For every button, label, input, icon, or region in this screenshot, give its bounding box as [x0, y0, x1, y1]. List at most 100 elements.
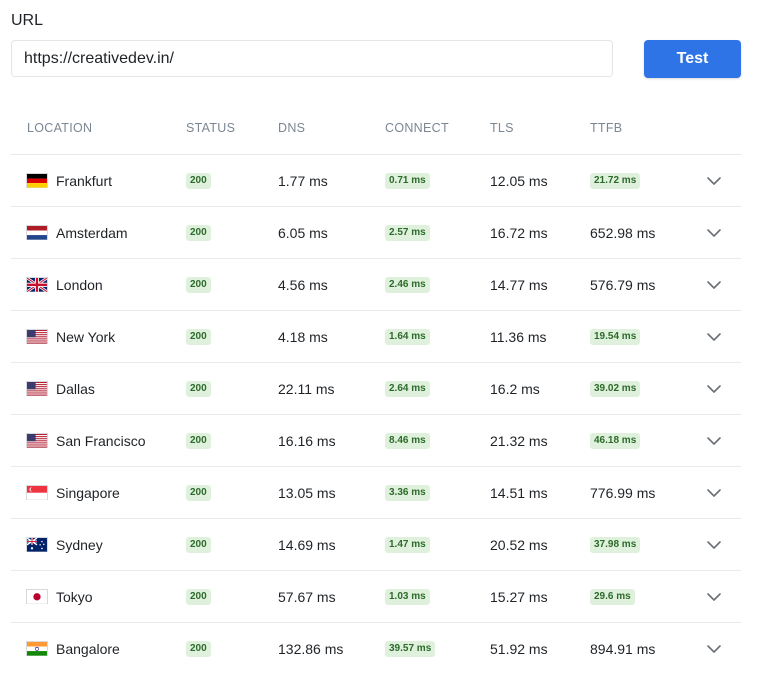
ttfb-value: 652.98 ms	[590, 224, 656, 241]
location-cell: Singapore	[26, 467, 120, 518]
expand-cell[interactable]	[704, 259, 724, 310]
usa-flag-icon	[26, 329, 48, 344]
tls-cell: 21.32 ms	[490, 415, 548, 466]
table-row[interactable]: Sydney 200 14.69 ms 1.47 ms 20.52 ms 37.98 ms	[11, 519, 741, 571]
ttfb-cell: 894.91 ms	[590, 623, 655, 674]
uk-flag-icon	[26, 276, 48, 293]
location-name: Singapore	[56, 484, 120, 501]
table-row[interactable]: Tokyo 200 57.67 ms 1.03 ms 15.27 ms 29.6 ms	[11, 571, 741, 623]
table-row[interactable]: Dallas 200 22.11 ms 2.64 ms 16.2 ms 39.02 ms	[11, 363, 741, 415]
table-row[interactable]: Amsterdam 200 6.05 ms 2.57 ms 16.72 ms 652.98…	[11, 207, 741, 259]
status-badge: 200	[186, 328, 211, 345]
status-cell: 200	[186, 571, 211, 622]
header-location: LOCATION	[27, 121, 93, 135]
chevron-down-icon[interactable]	[704, 587, 724, 607]
ttfb-cell: 776.99 ms	[590, 467, 655, 518]
chevron-down-icon[interactable]	[704, 171, 724, 191]
ttfb-value: 576.79 ms	[590, 276, 656, 293]
ttfb-value: 19.54 ms	[590, 328, 641, 345]
expand-cell[interactable]	[704, 571, 724, 622]
expand-cell[interactable]	[704, 467, 724, 518]
table-row[interactable]: New York 200 4.18 ms 1.64 ms 11.36 ms 19.54 m…	[11, 311, 741, 363]
header-tls: TLS	[490, 121, 514, 135]
dns-cell: 1.77 ms	[278, 155, 328, 206]
ttfb-cell: 39.02 ms	[590, 363, 641, 414]
ttfb-cell: 21.72 ms	[590, 155, 641, 206]
usa-flag-icon	[26, 433, 48, 448]
expand-cell[interactable]	[704, 519, 724, 570]
table-row[interactable]: San Francisco 200 16.16 ms 8.46 ms 21.32 ms 4…	[11, 415, 741, 467]
dns-value: 132.86 ms	[278, 640, 344, 657]
ttfb-value: 39.02 ms	[590, 380, 641, 397]
connect-cell: 1.64 ms	[385, 311, 430, 362]
url-label: URL	[11, 12, 44, 29]
connect-cell: 3.36 ms	[385, 467, 430, 518]
table-row[interactable]: Frankfurt 200 1.77 ms 0.71 ms 12.05 ms 21.72 …	[11, 155, 741, 207]
dns-value: 16.16 ms	[278, 432, 336, 449]
connect-cell: 8.46 ms	[385, 415, 430, 466]
chevron-down-icon[interactable]	[704, 379, 724, 399]
location-cell: London	[26, 259, 103, 310]
tls-value: 20.52 ms	[490, 536, 548, 553]
expand-cell[interactable]	[704, 311, 724, 362]
location-name: Amsterdam	[56, 224, 128, 241]
dns-cell: 4.18 ms	[278, 311, 328, 362]
connect-cell: 1.03 ms	[385, 571, 430, 622]
dns-cell: 4.56 ms	[278, 259, 328, 310]
chevron-down-icon[interactable]	[704, 275, 724, 295]
tls-cell: 14.77 ms	[490, 259, 548, 310]
url-input[interactable]	[11, 40, 613, 77]
status-badge: 200	[186, 224, 211, 241]
ttfb-cell: 652.98 ms	[590, 207, 655, 258]
tls-cell: 14.51 ms	[490, 467, 548, 518]
ttfb-cell: 37.98 ms	[590, 519, 641, 570]
tls-value: 16.2 ms	[490, 380, 540, 397]
chevron-down-icon[interactable]	[704, 483, 724, 503]
location-cell: Amsterdam	[26, 207, 128, 258]
ttfb-value: 21.72 ms	[590, 172, 641, 189]
usa-flag-icon	[26, 381, 48, 396]
dns-cell: 6.05 ms	[278, 207, 328, 258]
tls-cell: 51.92 ms	[490, 623, 548, 674]
results-table: LOCATION STATUS DNS CONNECT TLS TTFB Fra…	[11, 101, 741, 674]
chevron-down-icon[interactable]	[704, 535, 724, 555]
location-name: San Francisco	[56, 432, 146, 449]
expand-cell[interactable]	[704, 415, 724, 466]
table-row[interactable]: Bangalore 200 132.86 ms 39.57 ms 51.92 ms 894…	[11, 623, 741, 674]
expand-cell[interactable]	[704, 363, 724, 414]
expand-cell[interactable]	[704, 623, 724, 674]
dns-value: 4.56 ms	[278, 276, 328, 293]
tls-cell: 20.52 ms	[490, 519, 548, 570]
header-connect: CONNECT	[385, 121, 449, 135]
dns-value: 1.77 ms	[278, 172, 328, 189]
table-row[interactable]: Singapore 200 13.05 ms 3.36 ms 14.51 ms 776.9…	[11, 467, 741, 519]
connect-cell: 0.71 ms	[385, 155, 430, 206]
location-cell: New York	[26, 311, 115, 362]
ttfb-cell: 46.18 ms	[590, 415, 641, 466]
chevron-down-icon[interactable]	[704, 431, 724, 451]
germany-flag-icon	[26, 173, 48, 188]
chevron-down-icon[interactable]	[704, 223, 724, 243]
chevron-down-icon[interactable]	[704, 639, 724, 659]
table-row[interactable]: London 200 4.56 ms 2.46 ms 14.77 ms 576.79 ms	[11, 259, 741, 311]
tls-value: 12.05 ms	[490, 172, 548, 189]
tls-cell: 12.05 ms	[490, 155, 548, 206]
tls-value: 14.51 ms	[490, 484, 548, 501]
chevron-down-icon[interactable]	[704, 327, 724, 347]
dns-cell: 22.11 ms	[278, 363, 335, 414]
status-badge: 200	[186, 588, 211, 605]
table-body: Frankfurt 200 1.77 ms 0.71 ms 12.05 ms 21.72 …	[11, 155, 741, 674]
header-status: STATUS	[186, 121, 236, 135]
expand-cell[interactable]	[704, 207, 724, 258]
location-name: Frankfurt	[56, 172, 113, 189]
table-header: LOCATION STATUS DNS CONNECT TLS TTFB	[11, 101, 741, 155]
ttfb-cell: 29.6 ms	[590, 571, 635, 622]
header-dns: DNS	[278, 121, 306, 135]
connect-value: 2.64 ms	[385, 380, 430, 397]
japan-flag-icon	[26, 589, 48, 604]
tls-cell: 16.72 ms	[490, 207, 548, 258]
location-name: Tokyo	[56, 588, 93, 605]
expand-cell[interactable]	[704, 155, 724, 206]
location-name: London	[56, 276, 103, 293]
test-button[interactable]: Test	[644, 40, 741, 78]
